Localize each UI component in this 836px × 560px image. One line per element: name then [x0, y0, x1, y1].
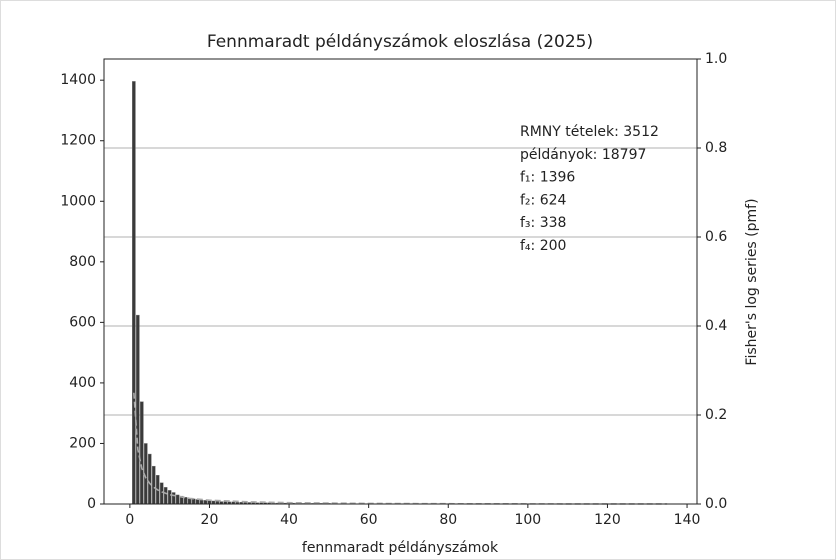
y-tick-label: 1000 [60, 193, 96, 209]
y2-tick-label: 0.8 [705, 140, 727, 156]
x-tick-label: 0 [125, 512, 134, 528]
x-tick-label: 80 [439, 512, 457, 528]
bar [163, 487, 168, 505]
y2-axis-label: Fisher's log series (pmf) [744, 198, 760, 365]
annotation: f₁: 1396 [520, 170, 575, 186]
y2-tick-label: 1.0 [705, 51, 727, 67]
bar [203, 500, 208, 505]
annotation: f₃: 338 [520, 215, 566, 231]
annotation: f₄: 200 [520, 238, 566, 254]
bar [183, 497, 188, 505]
y2-tick-label: 0.4 [705, 318, 727, 334]
chart-title: Fennmaradt példányszámok eloszlása (2025… [207, 32, 593, 52]
x-axis-label: fennmaradt példányszámok [302, 540, 499, 556]
bar [191, 498, 196, 505]
bar [159, 482, 164, 505]
plot-frame [103, 58, 698, 505]
y2-tick-label: 0.2 [705, 407, 727, 423]
y-tick-label: 0 [87, 496, 96, 512]
x-tick-label: 40 [280, 512, 298, 528]
y2-tick-label: 0.6 [705, 229, 727, 245]
y-tick-label: 1200 [60, 133, 96, 149]
bar [199, 499, 204, 505]
y-tick-label: 800 [69, 254, 96, 270]
annotation: f₂: 624 [520, 192, 567, 208]
y-tick-label: 400 [69, 375, 96, 391]
bar [151, 465, 156, 505]
bar [167, 490, 172, 505]
x-tick-label: 140 [674, 512, 701, 528]
annotation: példányok: 18797 [520, 147, 646, 163]
bar [175, 494, 180, 505]
bar [140, 401, 144, 505]
bar [195, 499, 200, 505]
bar [171, 492, 176, 505]
annotation: RMNY tételek: 3512 [520, 124, 659, 140]
y-tick-label: 1400 [60, 72, 96, 88]
bar [147, 453, 152, 505]
y-tick-label: 600 [69, 314, 96, 330]
x-tick-label: 60 [360, 512, 378, 528]
x-tick-label: 120 [594, 512, 621, 528]
y-tick-label: 200 [69, 435, 96, 451]
y2-tick-label: 0.0 [705, 496, 727, 512]
bar [136, 314, 140, 505]
x-tick-label: 100 [514, 512, 541, 528]
bar [132, 81, 136, 505]
x-tick-label: 20 [201, 512, 219, 528]
